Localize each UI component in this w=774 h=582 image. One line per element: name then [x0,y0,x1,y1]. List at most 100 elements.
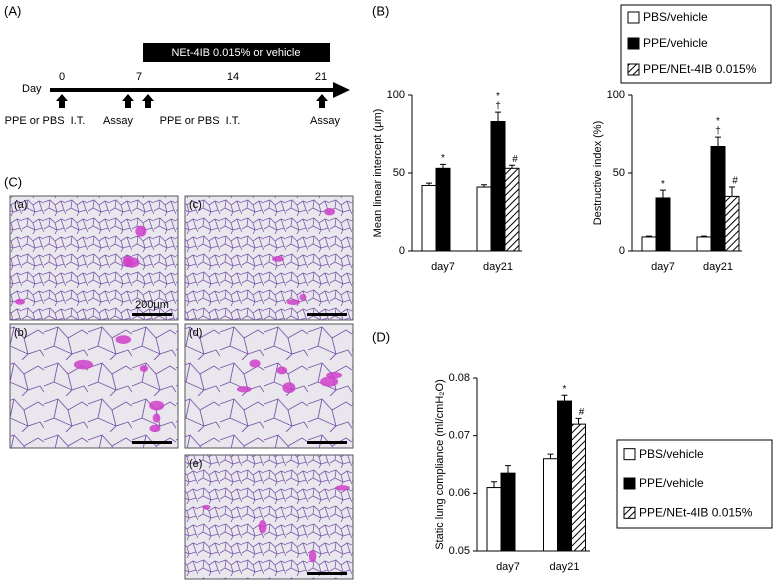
bar [504,167,520,252]
vessel [14,298,26,305]
treatment-label: NEt-4IB 0.015% or vehicle [171,47,300,59]
bar [557,400,572,552]
y-tick-label: 0.07 [449,430,470,442]
significance-mark: † [495,101,501,112]
vessel [249,359,261,368]
significance-mark: * [716,116,720,127]
error-bar [561,394,568,402]
day-axis-label: Day [22,83,42,95]
x-tick-label: day21 [550,561,580,573]
error-bar [547,453,554,459]
day-label: 0 [59,71,65,83]
error-bar [715,136,721,147]
y-tick-label: 0 [619,245,625,257]
significance-mark: # [732,176,738,187]
event-label: Assay [310,115,340,127]
legend-swatch [623,448,636,461]
scale-bar [307,313,347,316]
vessel [149,424,161,433]
bar [435,167,451,252]
micrograph-label: (b) [14,327,27,339]
legend-label: PPE/vehicle [639,476,704,490]
y-tick-label: 100 [387,89,405,101]
bar [571,423,586,552]
significance-mark: * [441,153,445,164]
micrograph-tissue [185,455,353,579]
vessel [282,382,296,394]
micrographs: (a) 200μm (b) (c) (d) (e) [9,195,354,580]
error-bar [729,186,735,197]
vessel [272,255,284,262]
legend-label: PPE/NEt-4IB 0.015% [639,506,753,520]
error-bar [491,481,497,488]
bar [490,121,506,252]
vessel [73,359,93,370]
panel-label: (B) [372,3,389,18]
significance-mark: # [579,407,585,418]
legend-swatch [623,506,636,519]
y-tick-label: 0.08 [449,372,470,384]
event-arrows [56,94,328,108]
bar [500,472,516,552]
panel-label: (D) [372,329,390,344]
legend-label: PPE/vehicle [643,36,708,50]
x-tick-label: day21 [703,261,733,273]
significance-mark: * [563,384,567,395]
scale-bar [307,441,347,444]
x-tick-label: day7 [431,261,455,273]
bar [421,184,437,252]
vessel [152,413,161,423]
bar [476,186,492,252]
y-axis-label: Static lung compliance (ml/cmH₂O) [434,379,446,550]
error-bar [575,417,582,425]
y-tick-label: 0.05 [449,545,470,557]
vessel [202,504,211,510]
event-label: Assay [103,115,133,127]
bar [641,236,657,252]
error-bar [509,164,515,169]
panel-label: (C) [4,174,22,189]
vessel [149,400,165,411]
micrograph-tissue [185,196,353,320]
vessel [276,366,288,375]
y-tick-label: 50 [613,167,625,179]
panel-label: (A) [4,3,21,18]
vessel [323,207,336,216]
event-label: PPE or PBS I.T. [160,115,241,127]
vessel [139,365,148,373]
micrograph-label: (e) [189,458,202,470]
x-tick-label: day7 [651,261,675,273]
y-tick-label: 50 [393,167,405,179]
scale-bar [132,441,172,444]
vessel [286,299,300,305]
micrograph-label: (d) [189,327,202,339]
vessel [308,550,317,563]
error-bar [426,182,432,186]
scale-bar [132,313,172,316]
legend-label: PBS/vehicle [643,10,708,24]
error-bar [495,111,501,122]
bar [655,197,671,252]
legend-box [620,4,772,84]
legend-swatch [627,63,640,76]
legend-label: PPE/NEt-4IB 0.015% [643,62,757,76]
error-bar [481,184,487,188]
vessel [326,372,343,379]
timeline-arrowhead [333,82,350,98]
error-bar [505,465,511,474]
error-bar [440,163,446,169]
significance-mark: * [496,91,500,102]
significance-mark: * [661,179,665,190]
y-tick-label: 0 [399,245,405,257]
legend-swatch [627,11,640,24]
micrograph-label: (a) [14,199,27,211]
error-bar [660,189,666,198]
vessel [135,225,147,237]
significance-mark: # [512,154,518,165]
vessel [299,293,307,301]
significance-mark: † [715,126,721,137]
legend-swatch [623,477,636,490]
x-tick-label: day7 [496,561,520,573]
